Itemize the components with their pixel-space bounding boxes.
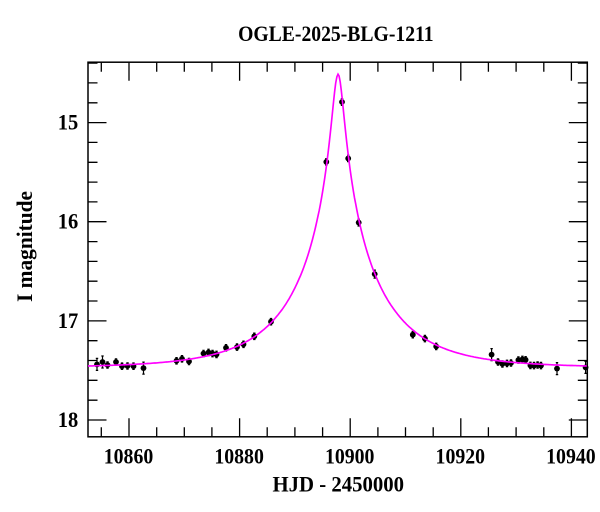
svg-text:10940: 10940 <box>546 443 596 468</box>
svg-text:18: 18 <box>58 407 79 432</box>
svg-text:10860: 10860 <box>104 443 154 468</box>
svg-text:17: 17 <box>58 308 79 333</box>
svg-text:16: 16 <box>58 209 79 234</box>
svg-text:15: 15 <box>58 110 79 135</box>
svg-text:10900: 10900 <box>325 443 375 468</box>
svg-text:10920: 10920 <box>436 443 486 468</box>
svg-text:HJD - 2450000: HJD - 2450000 <box>273 471 405 496</box>
svg-text:OGLE-2025-BLG-1211: OGLE-2025-BLG-1211 <box>238 21 434 46</box>
svg-text:10880: 10880 <box>214 443 264 468</box>
svg-text:I magnitude: I magnitude <box>12 191 37 302</box>
